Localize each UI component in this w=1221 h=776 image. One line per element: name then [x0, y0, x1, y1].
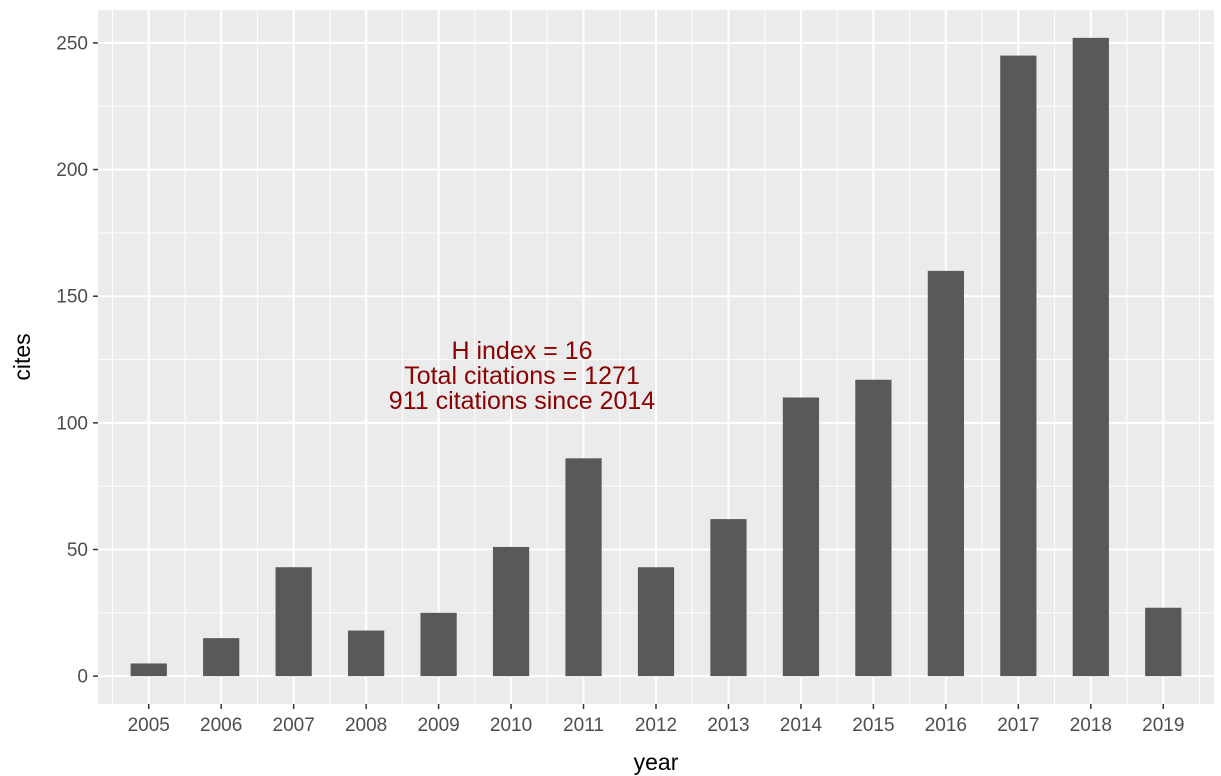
bar-2012 [637, 567, 675, 677]
x-tick-label: 2009 [417, 715, 459, 736]
bar-2015 [855, 379, 892, 677]
annotation-line-3: 911 citations since 2014 [389, 387, 655, 415]
x-tick-label: 2006 [200, 715, 242, 736]
x-axis-ticks: 2005 2006 2007 2008 2009 2010 2011 2012 2013 2014… [128, 704, 1184, 736]
y-tick-label: 250 [56, 33, 88, 54]
minor-gridlines [98, 10, 1214, 704]
annotation-line-2: Total citations = 1271 [404, 362, 640, 390]
bar-2007 [275, 567, 312, 677]
x-tick-label: 2007 [273, 715, 315, 736]
y-tick-label: 100 [56, 413, 88, 434]
x-tick-label: 2011 [563, 715, 604, 736]
bar-2008 [348, 630, 385, 677]
x-tick-label: 2013 [707, 715, 749, 736]
x-axis-title: year [634, 749, 679, 775]
y-axis-ticks: 0 50 100 150 200 250 [56, 33, 98, 688]
x-tick-label: 2015 [852, 715, 894, 736]
y-axis-title: cites [9, 333, 35, 380]
x-tick-label: 2012 [635, 715, 677, 736]
y-tick-label: 0 [77, 667, 88, 688]
bar-2016 [927, 270, 964, 677]
y-tick-label: 150 [56, 287, 88, 308]
x-tick-label: 2017 [997, 715, 1039, 736]
bar-2013 [710, 519, 747, 677]
bar-2014 [782, 397, 820, 677]
x-tick-label: 2016 [925, 715, 967, 736]
x-tick-label: 2005 [128, 715, 170, 736]
x-tick-label: 2010 [490, 715, 532, 736]
bar-2005 [130, 663, 167, 677]
bar-2010 [492, 546, 530, 677]
x-tick-label: 2019 [1142, 715, 1184, 736]
annotation: H index = 16 Total citations = 1271 911 … [389, 337, 655, 415]
x-tick-label: 2014 [780, 715, 823, 736]
bar-2017 [1000, 55, 1037, 677]
bar-2009 [420, 612, 457, 677]
annotation-line-1: H index = 16 [451, 337, 592, 365]
x-tick-label: 2008 [345, 715, 387, 736]
x-tick-label: 2018 [1070, 715, 1112, 736]
y-tick-label: 50 [67, 540, 88, 561]
bars [130, 37, 1182, 677]
bar-2011 [565, 458, 602, 677]
y-tick-label: 200 [56, 160, 88, 181]
bar-2018 [1072, 37, 1109, 677]
bar-2006 [203, 638, 240, 677]
bar-2019 [1145, 607, 1182, 677]
